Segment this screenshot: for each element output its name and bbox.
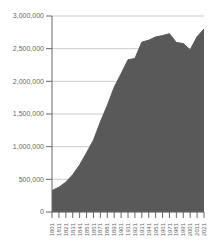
svg-text:1891: 1891 bbox=[111, 222, 117, 236]
svg-text:1841: 1841 bbox=[77, 222, 83, 236]
svg-text:1831: 1831 bbox=[70, 222, 76, 236]
svg-text:1991: 1991 bbox=[180, 222, 186, 236]
svg-text:2,000,000: 2,000,000 bbox=[13, 78, 44, 85]
svg-text:1811: 1811 bbox=[56, 222, 62, 236]
svg-text:1871: 1871 bbox=[97, 222, 103, 236]
svg-text:1881: 1881 bbox=[104, 222, 110, 236]
svg-text:0: 0 bbox=[40, 208, 44, 215]
svg-text:3,000,000: 3,000,000 bbox=[13, 12, 44, 19]
svg-text:1801: 1801 bbox=[49, 222, 55, 236]
svg-text:2,500,000: 2,500,000 bbox=[13, 45, 44, 52]
svg-text:1851: 1851 bbox=[84, 222, 90, 236]
svg-text:1,000,000: 1,000,000 bbox=[13, 143, 44, 150]
svg-text:1,500,000: 1,500,000 bbox=[13, 110, 44, 117]
svg-text:1981: 1981 bbox=[173, 222, 179, 236]
svg-text:1941: 1941 bbox=[146, 222, 152, 236]
svg-text:1971: 1971 bbox=[167, 222, 173, 236]
svg-text:1901: 1901 bbox=[118, 222, 124, 236]
svg-text:1961: 1961 bbox=[160, 222, 166, 236]
svg-text:500,000: 500,000 bbox=[19, 176, 44, 183]
svg-text:2001: 2001 bbox=[187, 222, 193, 236]
svg-text:1931: 1931 bbox=[139, 222, 145, 236]
svg-text:2011: 2011 bbox=[194, 222, 200, 236]
svg-text:1921: 1921 bbox=[132, 222, 138, 236]
svg-text:1821: 1821 bbox=[63, 222, 69, 236]
svg-text:1951: 1951 bbox=[153, 222, 159, 236]
svg-text:2021: 2021 bbox=[201, 222, 207, 236]
svg-text:1911: 1911 bbox=[125, 222, 131, 236]
svg-text:1861: 1861 bbox=[91, 222, 97, 236]
